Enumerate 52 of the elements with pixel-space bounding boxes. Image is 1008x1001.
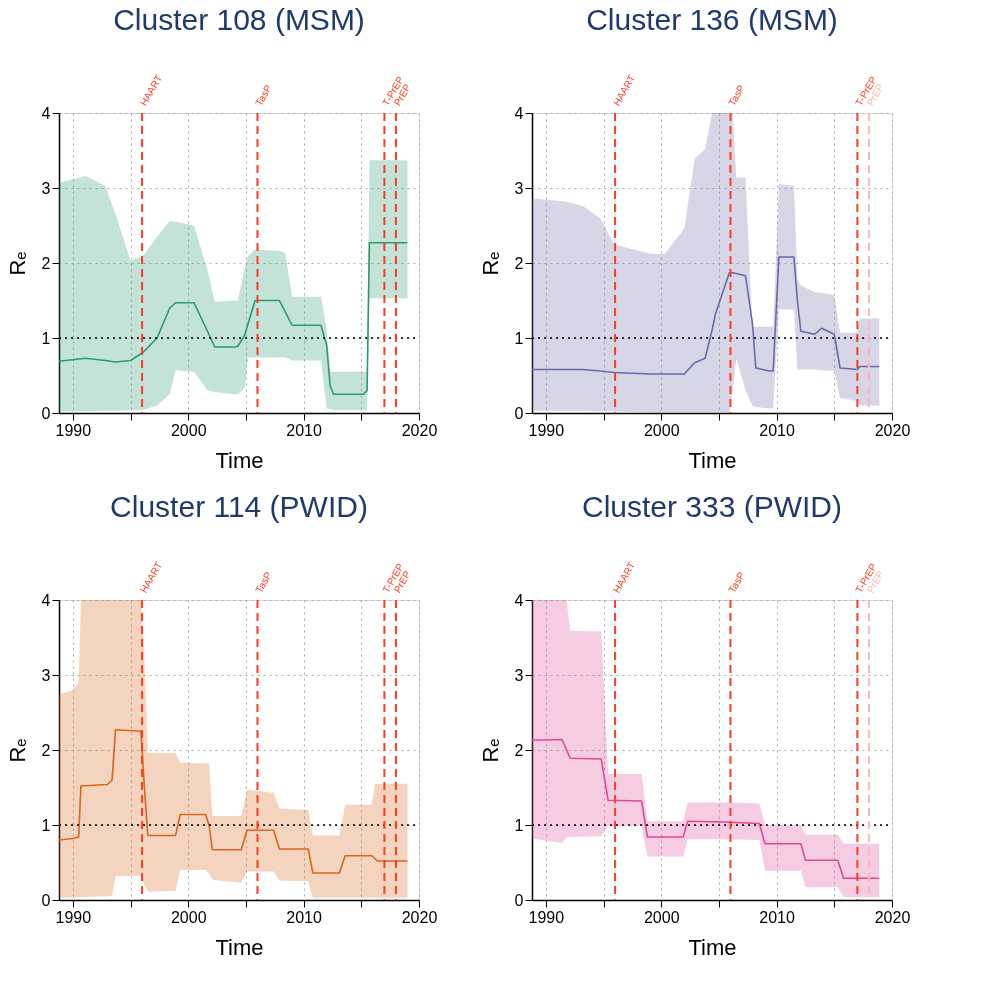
chart-title: Cluster 136 (MSM) [586,2,838,36]
y-tick-label: 4 [41,104,51,122]
x-tick-label: 1990 [55,421,92,439]
x-tick-label: 2010 [286,421,323,439]
line-series [531,256,881,375]
y-tick-label: 2 [41,741,51,759]
x-tick-label: 2020 [401,421,438,439]
y-axis-title: Rₑ [4,251,30,276]
x-tick-label: 2000 [643,908,680,926]
x-tick-label: 2020 [874,421,911,439]
x-tick-label: 2010 [759,908,796,926]
y-tick-label: 3 [41,666,51,684]
line-series [58,241,409,396]
x-tick-label: 1990 [55,908,92,926]
x-tick-label: 2020 [401,908,438,926]
y-tick-label: 1 [514,329,524,347]
x-tick-label: 2010 [759,421,796,439]
chart-title: Cluster 333 (PWID) [581,489,843,523]
y-tick-label: 4 [514,591,524,609]
x-axis-title: Time [688,447,737,473]
y-tick-label: 3 [514,179,524,197]
y-tick-label: 0 [41,404,51,422]
x-tick-label: 2000 [643,421,680,439]
y-tick-label: 0 [514,891,524,909]
line-series [58,728,409,874]
y-tick-label: 1 [41,329,51,347]
x-tick-label: 1990 [528,908,565,926]
x-tick-label: 1990 [528,421,565,439]
x-axis-title: Time [215,447,264,473]
y-tick-label: 1 [41,816,51,834]
y-tick-label: 3 [514,666,524,684]
y-tick-label: 4 [41,591,51,609]
x-tick-label: 2000 [170,421,207,439]
y-tick-label: 2 [41,254,51,272]
x-tick-label: 2000 [170,908,207,926]
y-tick-label: 0 [514,404,524,422]
y-tick-label: 0 [41,891,51,909]
y-tick-label: 3 [41,179,51,197]
y-axis-title: Rₑ [477,738,503,763]
chart-title: Cluster 108 (MSM) [113,2,365,36]
y-tick-label: 4 [514,104,524,122]
y-tick-label: 2 [514,254,524,272]
chart-title: Cluster 114 (PWID) [110,489,368,523]
x-tick-label: 2020 [874,908,911,926]
y-tick-label: 2 [514,741,524,759]
x-tick-label: 2010 [286,908,323,926]
y-axis-title: Rₑ [477,251,503,276]
x-axis-title: Time [688,934,737,960]
y-axis-title: Rₑ [4,738,30,763]
x-axis-title: Time [215,934,264,960]
y-tick-label: 1 [514,816,524,834]
line-series [531,738,881,880]
